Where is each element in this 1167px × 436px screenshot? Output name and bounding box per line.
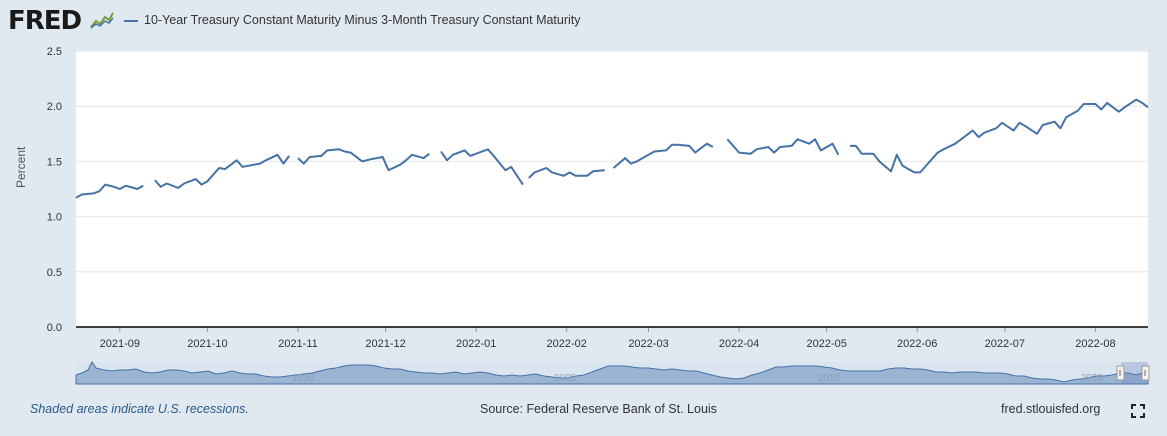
y-tick-label: 0.5 (47, 267, 62, 279)
x-tick-label: 2021-09 (100, 338, 140, 350)
x-tick-label: 2022-01 (456, 338, 496, 350)
series-line-segment (850, 98, 1149, 174)
x-tick-label: 2022-05 (807, 338, 847, 350)
navigator-selection[interactable] (1121, 362, 1148, 384)
line-chart[interactable]: 0.0 0.5 1.0 1.5 2.0 2.5 2021-09 2021-10 2021-11… (0, 40, 1167, 385)
series-lines (75, 98, 1149, 199)
x-tick-label: 2022-02 (547, 338, 587, 350)
navigator-label: 1990 (292, 373, 315, 384)
series-line-segment (297, 148, 431, 172)
y-tick-label: 1.0 (47, 212, 62, 224)
header: FRED 10-Year Treasury Constant Maturity … (0, 0, 1167, 44)
series-line-segment (154, 153, 290, 189)
range-navigator[interactable]: 1990 2000 2010 2020 (75, 361, 1150, 385)
grid-lines (76, 50, 1148, 273)
site-link[interactable]: fred.stlouisfed.org (1001, 402, 1101, 416)
fred-logo[interactable]: FRED (8, 6, 82, 36)
plot-area (76, 51, 1148, 327)
fred-logo-chart-icon (90, 11, 114, 29)
y-tick-labels: 0.0 0.5 1.0 1.5 2.0 2.5 (47, 46, 62, 334)
legend-line-swatch (124, 20, 138, 22)
navigator-label: 2010 (818, 373, 841, 384)
series-line-segment (528, 167, 605, 179)
x-tick-label: 2022-07 (985, 338, 1025, 350)
y-tick-label: 2.5 (47, 46, 62, 58)
x-tick-label: 2022-06 (897, 338, 937, 350)
navigator-label: 2020 (1081, 373, 1104, 384)
navigator-area (75, 361, 1149, 385)
fullscreen-icon[interactable] (1131, 404, 1145, 418)
y-tick-label: 2.0 (47, 101, 62, 113)
x-tick-label: 2022-03 (628, 338, 668, 350)
recession-note: Shaded areas indicate U.S. recessions. (30, 402, 249, 416)
x-tick-labels: 2021-09 2021-10 2021-11 2021-12 2022-01 2022-… (100, 327, 1116, 350)
x-tick-label: 2021-10 (187, 338, 227, 350)
series-line-segment (75, 183, 144, 199)
series-line-segment (726, 138, 840, 156)
x-tick-label: 2022-08 (1075, 338, 1115, 350)
x-tick-label: 2022-04 (719, 338, 759, 350)
navigator-label: 2000 (554, 373, 577, 384)
series-title: 10-Year Treasury Constant Maturity Minus… (144, 13, 581, 27)
y-tick-label: 1.5 (47, 156, 62, 168)
y-tick-label: 0.0 (47, 322, 62, 334)
series-line-segment (440, 148, 524, 186)
x-tick-label: 2021-12 (365, 338, 405, 350)
x-tick-label: 2021-11 (278, 338, 318, 350)
series-line-segment (612, 142, 714, 169)
source-text: Source: Federal Reserve Bank of St. Loui… (480, 402, 717, 416)
